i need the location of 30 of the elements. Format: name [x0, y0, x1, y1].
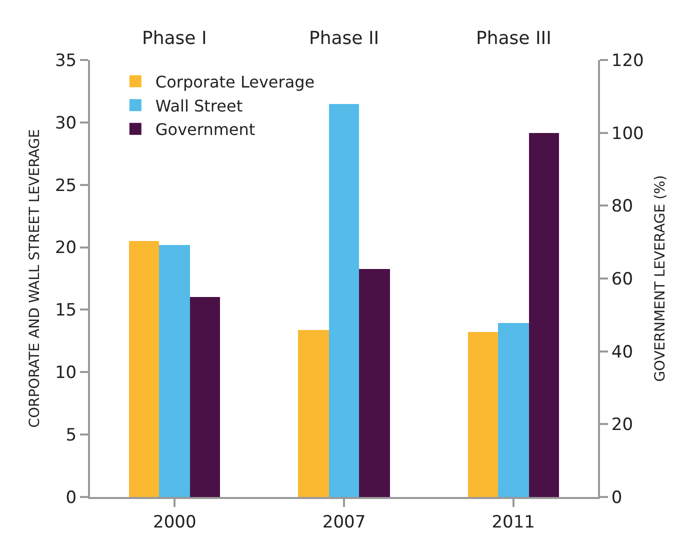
- y-tick-label: 30: [54, 113, 77, 134]
- text: Phase III: [476, 28, 552, 49]
- legend-label: Government: [155, 120, 256, 140]
- legend-label: Wall Street: [155, 96, 243, 116]
- bar: [468, 332, 498, 497]
- y-tick-label: 25: [54, 176, 77, 196]
- y2-tick-label: 120: [611, 50, 644, 71]
- y-tick-label: 5: [66, 426, 77, 446]
- text: Phase II: [309, 28, 380, 49]
- y2-axis-title: GOVERNMENT LEVERAGE (%): [652, 175, 669, 382]
- y2-tick-label: 80: [611, 196, 634, 217]
- bar: [298, 330, 329, 497]
- y-tick-label: 10: [54, 363, 77, 384]
- y2-tick-label: 60: [611, 269, 634, 290]
- bar: [529, 133, 559, 497]
- y2-tick-label: 40: [611, 342, 634, 362]
- legend-label: Corporate Leverage: [155, 72, 315, 92]
- y-tick-label: 20: [54, 238, 77, 258]
- text: Phase I: [142, 28, 207, 49]
- y-axis-title: CORPORATE AND WALL STREET LEVERAGE: [27, 129, 44, 428]
- y-tick-label: 35: [54, 50, 77, 71]
- y2-tick-label: 20: [611, 415, 634, 436]
- x-tick-label: 2000: [153, 512, 196, 532]
- x-tick-label: 2011: [492, 512, 535, 532]
- y-tick-label: 0: [66, 488, 77, 508]
- bar: [129, 241, 159, 497]
- y2-tick-label: 100: [611, 124, 644, 144]
- y-tick-label: 15: [54, 300, 77, 321]
- y2-tick-label: 0: [611, 488, 622, 508]
- x-tick-label: 2007: [322, 512, 366, 532]
